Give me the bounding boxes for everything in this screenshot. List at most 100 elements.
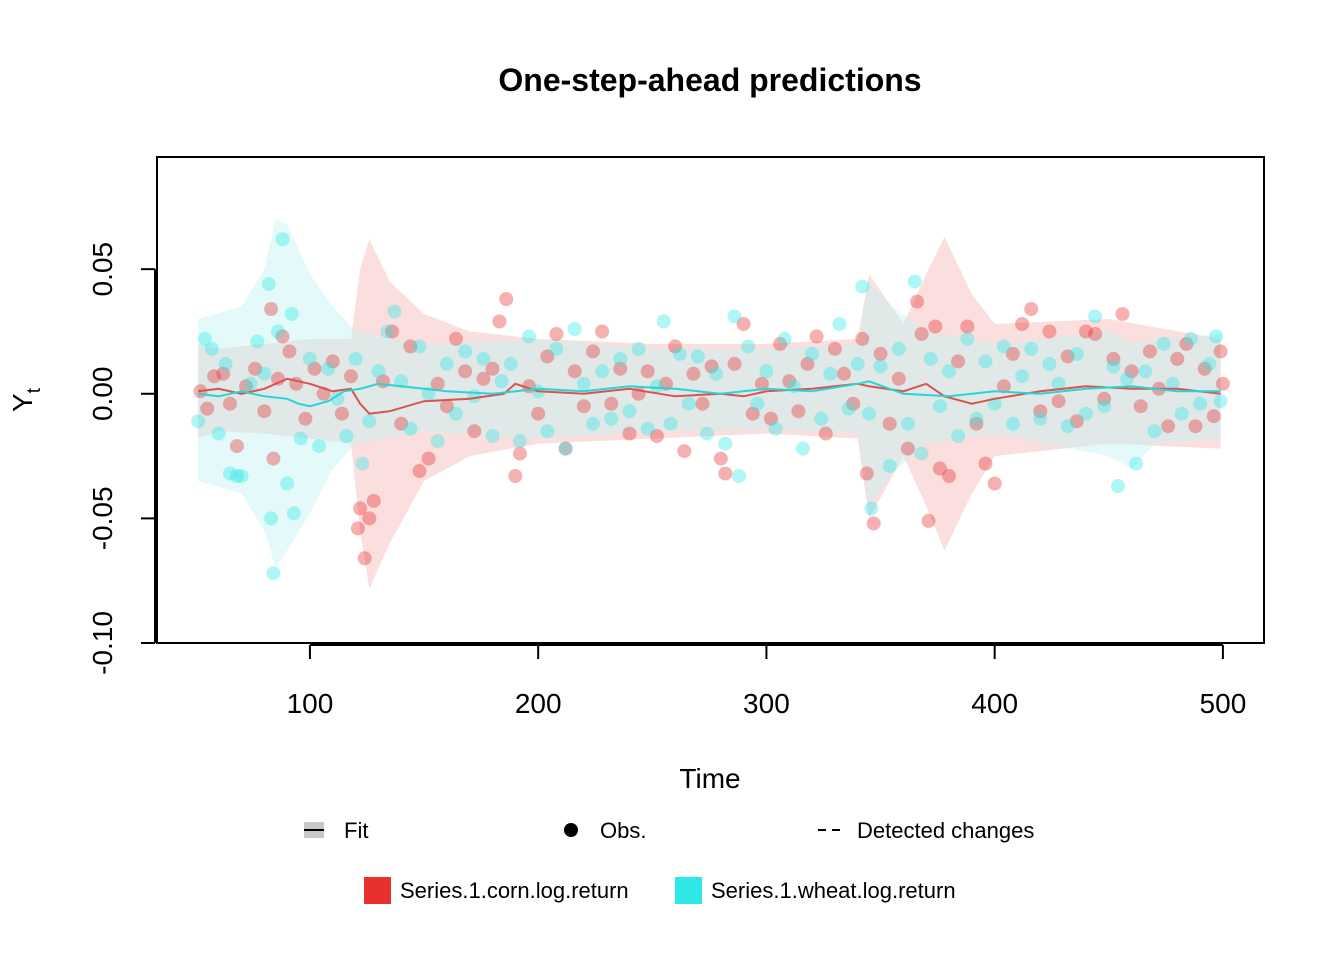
- obs-point-wheat-115: [1129, 456, 1144, 471]
- obs-point-corn-62: [695, 396, 710, 411]
- obs-point-wheat-70: [741, 339, 756, 354]
- obs-point-corn-76: [818, 426, 833, 441]
- obs-point-wheat-108: [1069, 346, 1084, 361]
- obs-point-corn-22: [353, 501, 368, 516]
- obs-point-wheat-95: [951, 429, 966, 444]
- obs-point-wheat-61: [663, 416, 678, 431]
- obs-point-corn-123: [1215, 376, 1230, 391]
- obs-point-corn-82: [866, 516, 881, 531]
- obs-point-corn-90: [928, 319, 943, 334]
- obs-point-wheat-60: [656, 314, 671, 329]
- obs-point-corn-117: [1170, 351, 1185, 366]
- obs-point-wheat-18: [286, 506, 301, 521]
- obs-point-corn-78: [837, 366, 851, 381]
- y-tick-label-3: 0.05: [87, 242, 118, 297]
- obs-point-corn-64: [713, 451, 728, 466]
- obs-point-corn-111: [1115, 307, 1130, 321]
- obs-point-wheat-121: [1184, 331, 1198, 346]
- obs-point-corn-98: [996, 379, 1011, 394]
- obs-point-corn-68: [745, 406, 760, 421]
- obs-point-wheat-72: [759, 364, 774, 379]
- obs-point-wheat-17: [284, 307, 299, 321]
- obs-point-wheat-66: [709, 366, 724, 381]
- obs-point-corn-27: [385, 324, 400, 339]
- obs-point-wheat-68: [727, 309, 742, 324]
- x-tick-label-500: 500: [1200, 688, 1247, 719]
- obs-point-corn-100: [1015, 317, 1030, 331]
- obs-point-corn-112: [1124, 364, 1139, 379]
- obs-point-wheat-116: [1138, 364, 1153, 379]
- obs-point-wheat-118: [1156, 336, 1171, 351]
- obs-point-wheat-71: [750, 396, 765, 411]
- obs-point-corn-12: [275, 329, 290, 344]
- obs-point-corn-50: [586, 344, 600, 359]
- obs-point-wheat-114: [1120, 371, 1135, 386]
- obs-point-wheat-20: [302, 351, 317, 366]
- obs-point-corn-91: [932, 461, 947, 476]
- obs-point-corn-48: [567, 364, 582, 379]
- obs-point-corn-18: [325, 354, 340, 369]
- obs-point-wheat-112: [1106, 359, 1121, 374]
- obs-point-corn-28: [394, 416, 409, 431]
- obs-point-wheat-64: [690, 349, 705, 364]
- obs-point-corn-38: [485, 361, 500, 376]
- obs-point-wheat-98: [978, 354, 993, 369]
- obs-point-corn-60: [677, 444, 692, 459]
- legend-corn-label: Series.1.corn.log.return: [400, 878, 629, 903]
- obs-point-corn-106: [1069, 414, 1084, 429]
- obs-point-wheat-23: [330, 391, 345, 406]
- obs-point-wheat-67: [718, 436, 733, 451]
- obs-point-wheat-88: [891, 341, 906, 356]
- obs-point-corn-30: [412, 464, 427, 478]
- obs-point-corn-45: [540, 349, 555, 364]
- obs-point-wheat-54: [604, 411, 619, 426]
- obs-point-wheat-86: [873, 359, 888, 374]
- y-tick-label-2: 0.00: [87, 367, 118, 422]
- obs-point-corn-34: [449, 331, 463, 346]
- obs-point-corn-93: [951, 354, 966, 369]
- obs-point-corn-75: [809, 329, 824, 344]
- obs-point-wheat-57: [631, 341, 646, 356]
- obs-point-wheat-28: [371, 364, 386, 379]
- obs-point-corn-35: [458, 364, 473, 379]
- obs-point-corn-53: [613, 361, 628, 376]
- obs-point-corn-69: [754, 376, 769, 391]
- obs-point-corn-116: [1161, 419, 1176, 434]
- obs-point-corn-2: [207, 369, 222, 384]
- obs-point-corn-59: [668, 339, 683, 354]
- obs-point-corn-109: [1097, 391, 1112, 406]
- obs-point-corn-20: [344, 369, 358, 384]
- obs-point-wheat-43: [503, 356, 518, 371]
- obs-point-corn-25: [366, 493, 381, 508]
- obs-point-wheat-119: [1165, 376, 1180, 391]
- obs-point-corn-103: [1042, 324, 1057, 339]
- obs-point-wheat-7: [234, 469, 249, 483]
- obs-point-wheat-35: [430, 434, 445, 449]
- obs-point-corn-52: [604, 396, 619, 411]
- obs-point-wheat-52: [586, 416, 600, 431]
- obs-point-corn-24: [362, 511, 377, 526]
- obs-point-wheat-4: [218, 356, 233, 371]
- obs-point-wheat-94: [942, 364, 956, 379]
- obs-point-corn-3: [216, 366, 231, 381]
- obs-point-corn-81: [859, 466, 874, 481]
- obs-point-wheat-79: [823, 366, 838, 381]
- obs-point-corn-41: [508, 469, 523, 483]
- fit-line-corn: [197, 377, 1221, 415]
- y-axis: -0.10 -0.05 0.00 0.05: [87, 242, 156, 675]
- obs-point-wheat-48: [549, 341, 564, 356]
- obs-point-wheat-16: [280, 476, 295, 491]
- obs-point-wheat-32: [403, 421, 418, 436]
- obs-point-wheat-30: [387, 304, 402, 319]
- obs-point-wheat-84: [862, 406, 877, 421]
- obs-point-wheat-49: [558, 441, 573, 456]
- legend-item-obs: Obs.: [564, 818, 646, 843]
- obs-point-corn-6: [239, 379, 253, 394]
- obs-point-corn-114: [1142, 344, 1157, 359]
- obs-point-corn-86: [900, 441, 915, 456]
- legend-item-detected-changes: Detected changes: [818, 818, 1034, 843]
- obs-point-wheat-58: [640, 421, 655, 436]
- obs-point-wheat-74: [777, 331, 792, 346]
- obs-point-wheat-45: [522, 329, 536, 344]
- obs-point-corn-9: [264, 302, 279, 316]
